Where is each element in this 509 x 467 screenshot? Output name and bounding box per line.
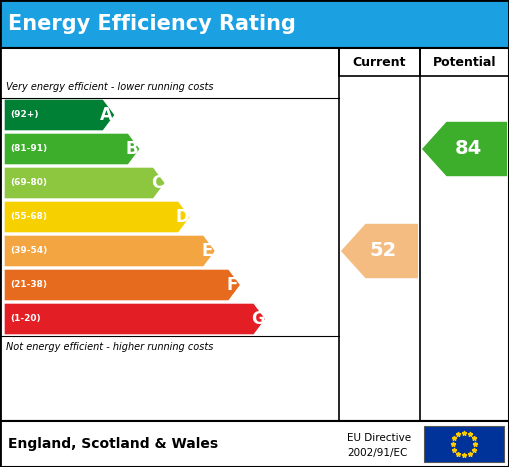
- Bar: [424, 426, 504, 462]
- Text: England, Scotland & Wales: England, Scotland & Wales: [8, 437, 218, 451]
- Polygon shape: [4, 201, 190, 233]
- Text: EU Directive: EU Directive: [347, 433, 411, 444]
- Text: 52: 52: [370, 241, 397, 261]
- Polygon shape: [422, 122, 507, 176]
- Text: (55-68): (55-68): [10, 212, 47, 221]
- Text: 84: 84: [455, 140, 482, 158]
- Polygon shape: [4, 269, 241, 301]
- Text: D: D: [175, 208, 189, 226]
- Polygon shape: [4, 235, 216, 267]
- Text: A: A: [100, 106, 113, 124]
- Polygon shape: [341, 224, 418, 278]
- Text: 2002/91/EC: 2002/91/EC: [347, 448, 407, 458]
- Text: B: B: [126, 140, 138, 158]
- Polygon shape: [4, 133, 140, 165]
- Bar: [0, 48, 509, 421]
- Polygon shape: [4, 167, 165, 199]
- Text: (1-20): (1-20): [10, 314, 41, 324]
- Text: G: G: [250, 310, 264, 328]
- Text: (92+): (92+): [10, 111, 39, 120]
- Polygon shape: [4, 303, 266, 335]
- Bar: [0, 0, 509, 48]
- Bar: [0, 421, 509, 467]
- Text: (69-80): (69-80): [10, 178, 47, 187]
- Text: Very energy efficient - lower running costs: Very energy efficient - lower running co…: [6, 82, 213, 92]
- Text: F: F: [227, 276, 238, 294]
- Text: (39-54): (39-54): [10, 247, 47, 255]
- Text: (81-91): (81-91): [10, 144, 47, 154]
- Text: (21-38): (21-38): [10, 281, 47, 290]
- Text: E: E: [202, 242, 213, 260]
- Text: C: C: [151, 174, 163, 192]
- Text: Energy Efficiency Rating: Energy Efficiency Rating: [8, 14, 296, 34]
- Text: Current: Current: [353, 56, 406, 69]
- Text: Not energy efficient - higher running costs: Not energy efficient - higher running co…: [6, 342, 213, 352]
- Text: Potential: Potential: [433, 56, 496, 69]
- Polygon shape: [4, 99, 115, 131]
